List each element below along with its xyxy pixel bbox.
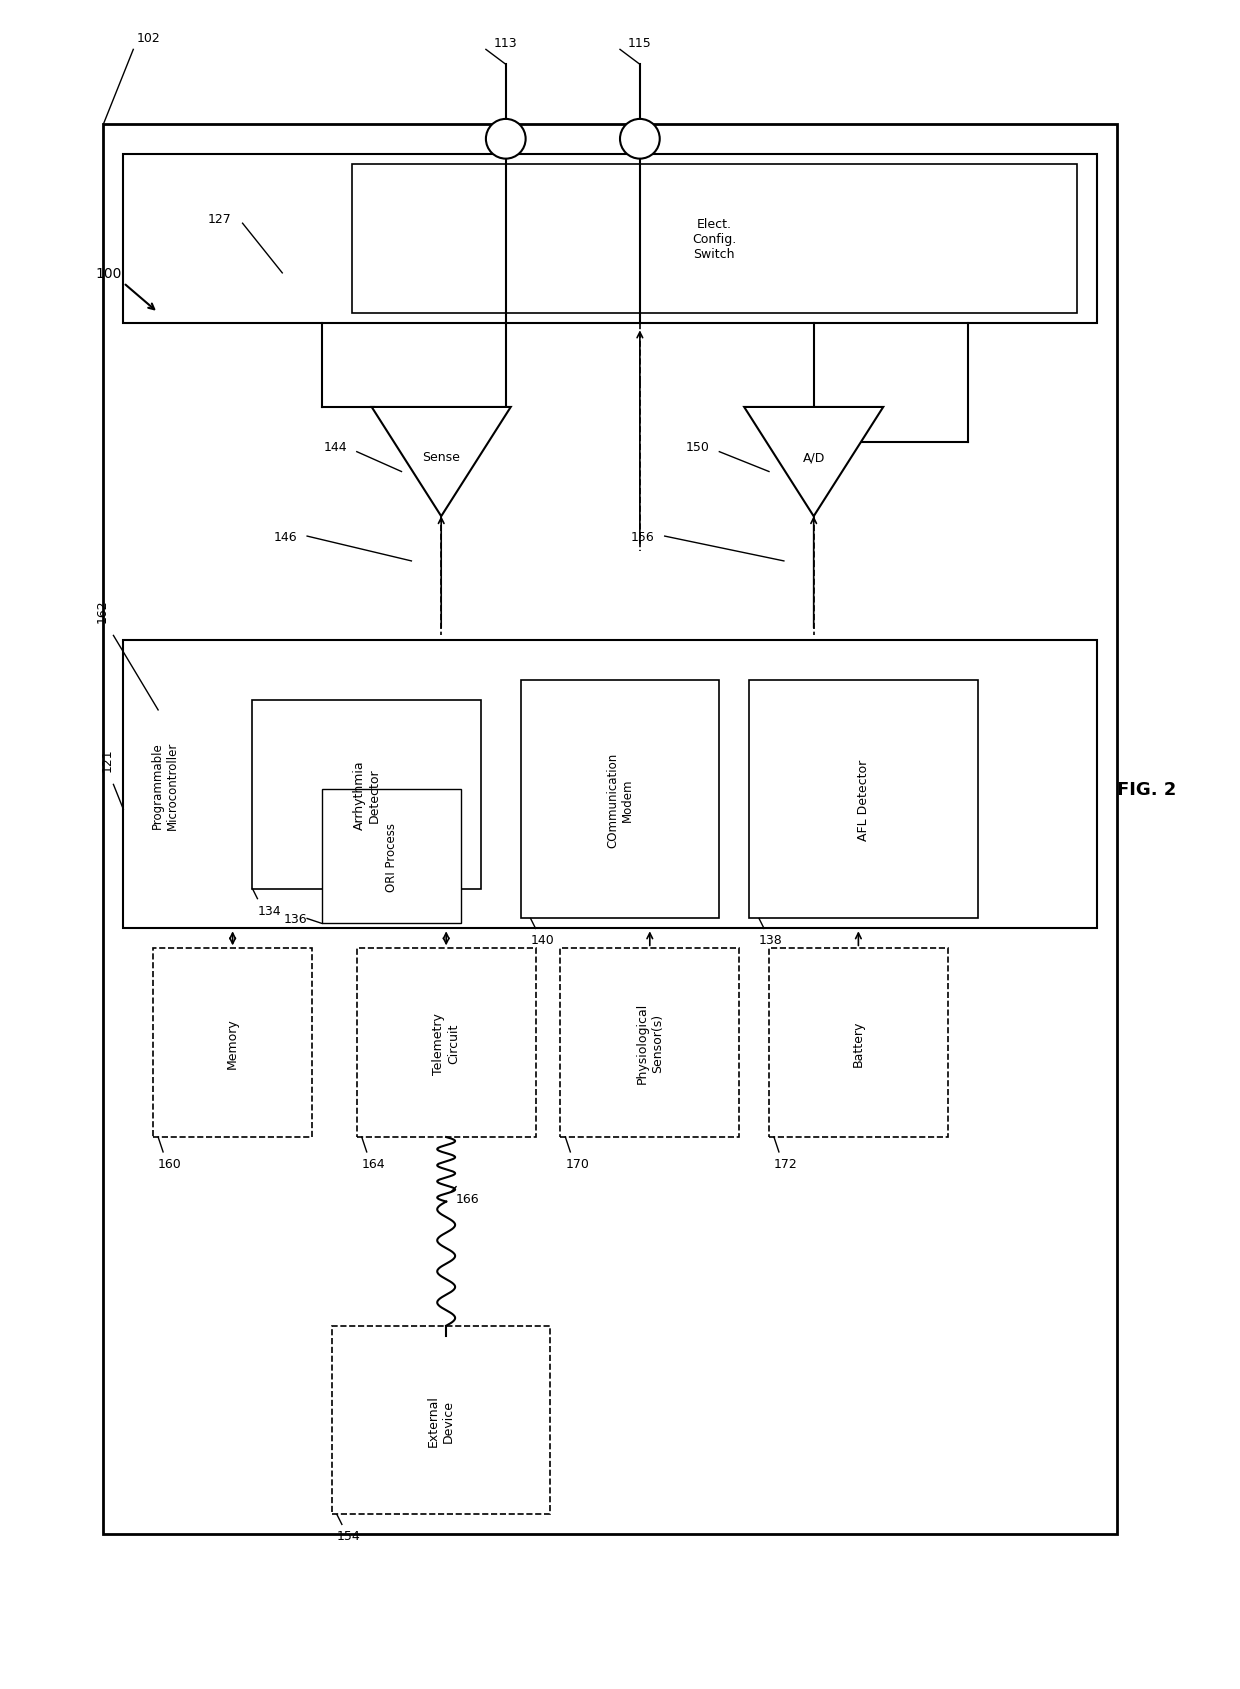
Text: Memory: Memory — [226, 1018, 239, 1069]
Text: 144: 144 — [324, 441, 347, 454]
Circle shape — [620, 120, 660, 159]
Text: 134: 134 — [258, 904, 281, 917]
Text: External
Device: External Device — [428, 1395, 455, 1446]
Text: 102: 102 — [136, 32, 160, 46]
Bar — [560, 949, 739, 1137]
Polygon shape — [744, 407, 883, 517]
Text: 166: 166 — [456, 1192, 480, 1204]
Bar — [769, 949, 947, 1137]
Text: 172: 172 — [774, 1157, 797, 1170]
Text: Programmable
Microcontroller: Programmable Microcontroller — [151, 741, 179, 829]
Bar — [322, 790, 461, 924]
Bar — [749, 681, 977, 919]
Text: 127: 127 — [208, 213, 232, 226]
Text: 150: 150 — [686, 441, 709, 454]
Bar — [332, 1326, 551, 1515]
Text: 162: 162 — [95, 600, 108, 623]
Text: 146: 146 — [274, 530, 298, 544]
Text: 136: 136 — [284, 912, 308, 926]
Bar — [103, 125, 1117, 1534]
Bar — [154, 949, 312, 1137]
Text: A/D: A/D — [802, 451, 825, 464]
Text: 160: 160 — [159, 1157, 182, 1170]
Bar — [123, 155, 1096, 323]
Text: COmmunication
Modem: COmmunication Modem — [606, 752, 634, 848]
Text: 121: 121 — [100, 748, 113, 772]
Text: 140: 140 — [531, 934, 554, 948]
Bar — [352, 164, 1076, 314]
Bar — [521, 681, 719, 919]
Text: Physiological
Sensor(s): Physiological Sensor(s) — [636, 1003, 663, 1084]
Text: Sense: Sense — [423, 451, 460, 464]
Text: 100: 100 — [95, 267, 122, 280]
Text: AFL Detector: AFL Detector — [857, 760, 869, 841]
Text: Elect.
Config.
Switch: Elect. Config. Switch — [692, 218, 737, 260]
Bar — [253, 701, 481, 888]
Text: 164: 164 — [362, 1157, 386, 1170]
Text: Telemetry
Circuit: Telemetry Circuit — [433, 1012, 460, 1074]
Text: ORI Process: ORI Process — [386, 823, 398, 892]
Text: Battery: Battery — [852, 1020, 864, 1066]
Text: 156: 156 — [631, 530, 655, 544]
Bar — [123, 642, 1096, 929]
Polygon shape — [372, 407, 511, 517]
Text: 115: 115 — [627, 37, 652, 51]
Bar — [357, 949, 536, 1137]
Circle shape — [486, 120, 526, 159]
Text: 138: 138 — [759, 934, 782, 948]
Text: FIG. 2: FIG. 2 — [1117, 780, 1176, 799]
Text: Arrhythmia
Detector: Arrhythmia Detector — [352, 760, 381, 829]
Text: 113: 113 — [494, 37, 517, 51]
Text: 170: 170 — [565, 1157, 589, 1170]
Text: 154: 154 — [337, 1530, 361, 1542]
